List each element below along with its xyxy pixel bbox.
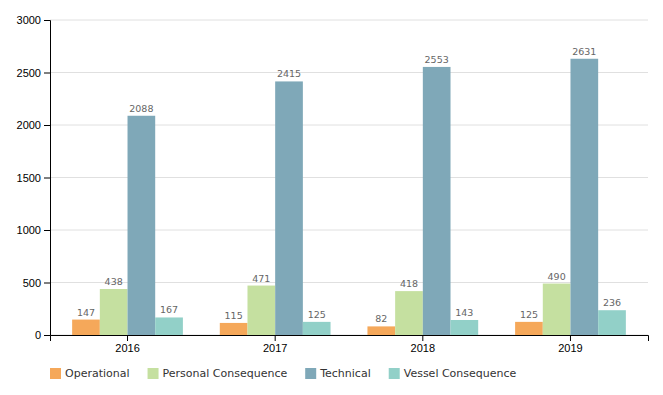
x-tick-label: 2019 bbox=[558, 342, 582, 354]
bar bbox=[303, 322, 331, 335]
legend-swatch bbox=[389, 368, 400, 379]
y-tick-mark bbox=[44, 125, 50, 126]
y-tick-label: 1500 bbox=[17, 172, 41, 184]
y-tick-label: 3000 bbox=[17, 14, 41, 26]
y-tick-mark bbox=[44, 178, 50, 179]
grid bbox=[50, 20, 648, 335]
bar bbox=[451, 320, 479, 335]
data-label: 438 bbox=[105, 276, 123, 287]
data-label: 82 bbox=[375, 313, 387, 324]
data-label: 236 bbox=[603, 297, 621, 308]
x-tick: 2016 bbox=[115, 335, 139, 354]
grid-line bbox=[50, 20, 648, 21]
y-tick: 1000 bbox=[17, 224, 50, 236]
y-tick: 0 bbox=[35, 329, 50, 341]
y-tick-label: 1000 bbox=[17, 224, 41, 236]
x-axis-line bbox=[51, 336, 649, 342]
x-tick-mark bbox=[275, 335, 276, 341]
legend-label: Vessel Consequence bbox=[404, 367, 517, 380]
data-label: 147 bbox=[77, 307, 95, 318]
bars bbox=[72, 59, 626, 335]
legend-swatch bbox=[50, 368, 61, 379]
x-tick-mark bbox=[127, 335, 128, 341]
x-tick-label: 2018 bbox=[411, 342, 435, 354]
data-label: 2088 bbox=[129, 103, 153, 114]
data-label: 2415 bbox=[277, 68, 301, 79]
bar bbox=[155, 317, 183, 335]
bar bbox=[220, 323, 248, 335]
y-tick-mark bbox=[44, 73, 50, 74]
data-label: 125 bbox=[308, 309, 326, 320]
y-tick-mark bbox=[44, 230, 50, 231]
legend-swatch bbox=[305, 368, 316, 379]
bar bbox=[515, 322, 543, 335]
data-labels: 147 115 82 125 438 471 418 490 2088 2415 2553 2631 1… bbox=[77, 46, 621, 325]
bar bbox=[72, 320, 100, 335]
y-tick-label: 500 bbox=[23, 277, 41, 289]
data-label: 418 bbox=[400, 278, 418, 289]
legend-item: Personal Consequence bbox=[148, 367, 288, 380]
legend-item: Vessel Consequence bbox=[389, 367, 517, 380]
x-tick: 2018 bbox=[411, 335, 435, 354]
y-tick: 500 bbox=[23, 277, 50, 289]
data-label: 2553 bbox=[425, 54, 449, 65]
bar bbox=[543, 284, 571, 335]
chart: 147 115 82 125 438 471 418 490 2088 2415 2553 2631 1… bbox=[0, 0, 663, 395]
bar bbox=[100, 289, 128, 335]
x-tick-mark bbox=[422, 335, 423, 341]
bar bbox=[247, 286, 275, 335]
bar bbox=[598, 310, 626, 335]
x-tick-mark bbox=[570, 335, 571, 341]
grid-line bbox=[50, 72, 648, 73]
y-axis: 0 500 1000 1500 2000 2500 3000 bbox=[17, 14, 51, 341]
legend: Operational Personal Consequence Technical… bbox=[50, 367, 517, 380]
data-label: 167 bbox=[160, 304, 178, 315]
legend-item: Technical bbox=[305, 367, 371, 380]
x-tick-label: 2017 bbox=[263, 342, 287, 354]
y-tick: 1500 bbox=[17, 172, 50, 184]
legend-item: Operational bbox=[50, 367, 130, 380]
y-tick: 2500 bbox=[17, 67, 50, 79]
x-tick: 2017 bbox=[263, 335, 287, 354]
data-label: 125 bbox=[520, 309, 538, 320]
y-tick-label: 2000 bbox=[17, 119, 41, 131]
y-axis-line bbox=[44, 21, 51, 336]
legend-label: Operational bbox=[65, 367, 130, 380]
bar bbox=[570, 59, 598, 335]
x-tick-label: 2016 bbox=[115, 342, 139, 354]
bar bbox=[367, 326, 395, 335]
plot: 147 115 82 125 438 471 418 490 2088 2415 2553 2631 1… bbox=[17, 14, 649, 354]
data-label: 2631 bbox=[572, 46, 596, 57]
bar bbox=[275, 81, 303, 335]
bar bbox=[128, 116, 156, 335]
data-label: 471 bbox=[252, 273, 270, 284]
y-tick-mark bbox=[44, 335, 50, 336]
data-label: 143 bbox=[455, 307, 473, 318]
bar bbox=[395, 291, 423, 335]
y-tick: 2000 bbox=[17, 119, 50, 131]
y-tick-label: 0 bbox=[35, 329, 41, 341]
x-axis: 2016 2017 2018 2019 bbox=[51, 335, 649, 354]
legend-swatch bbox=[148, 368, 159, 379]
x-tick: 2019 bbox=[558, 335, 582, 354]
y-tick-label: 2500 bbox=[17, 67, 41, 79]
y-tick: 3000 bbox=[17, 14, 50, 26]
data-label: 115 bbox=[225, 310, 243, 321]
data-label: 490 bbox=[548, 271, 566, 282]
legend-label: Personal Consequence bbox=[163, 367, 288, 380]
legend-label: Technical bbox=[319, 367, 371, 380]
y-tick-mark bbox=[44, 20, 50, 21]
bar bbox=[423, 67, 451, 335]
y-tick-mark bbox=[44, 283, 50, 284]
